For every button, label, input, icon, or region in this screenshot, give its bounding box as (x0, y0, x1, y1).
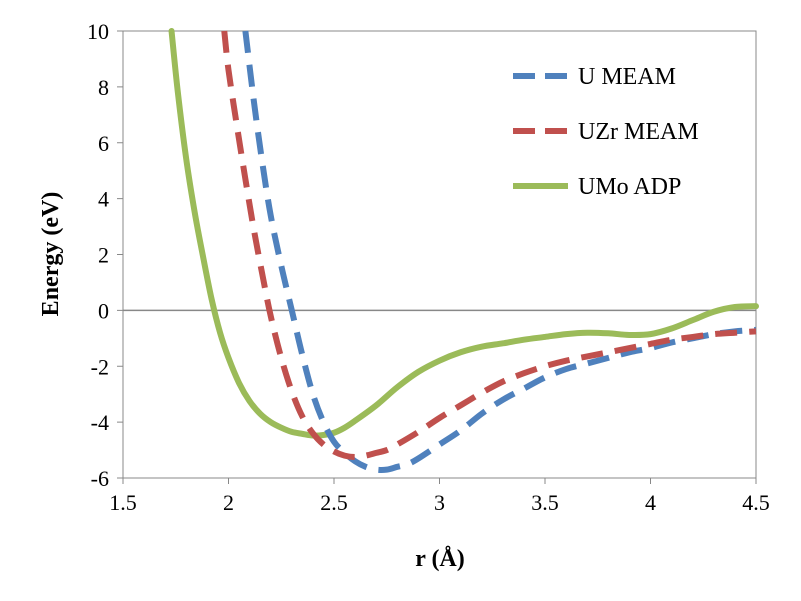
y-tick-label: 6 (98, 131, 109, 156)
series-line-umo-adp (168, 28, 759, 439)
y-tick-label: 2 (98, 243, 109, 268)
y-tick-label: 8 (98, 75, 109, 100)
x-axis-title: r (Å) (415, 546, 465, 572)
y-tick-label: 10 (87, 19, 109, 44)
y-tick-label: 0 (98, 298, 109, 323)
y-tick-label: 4 (98, 187, 109, 212)
y-tick-label: -4 (91, 410, 109, 435)
series-line-u-meam (242, 30, 757, 473)
series-line-uzr-meam (221, 30, 757, 461)
x-tick-label: 1.5 (109, 490, 137, 515)
x-tick-label: 2 (223, 490, 234, 515)
y-axis-title: Energy (eV) (38, 192, 64, 317)
legend-label: UMo ADP (578, 174, 681, 200)
x-axis: 1.5 2 2.5 3 3.5 4 4.5 (109, 478, 770, 515)
legend: U MEAM UZr MEAM UMo ADP (513, 64, 699, 200)
y-axis: -6 -4 -2 0 2 4 6 8 10 (87, 19, 123, 491)
legend-label: U MEAM (578, 64, 676, 90)
x-tick-label: 3.5 (531, 490, 559, 515)
x-tick-label: 3 (434, 490, 445, 515)
series-layer (168, 28, 759, 473)
x-tick-label: 4.5 (742, 490, 770, 515)
plot-area (122, 30, 757, 479)
legend-label: UZr MEAM (578, 119, 699, 145)
x-tick-label: 4 (645, 490, 656, 515)
y-tick-label: -2 (91, 354, 109, 379)
x-tick-label: 2.5 (320, 490, 348, 515)
y-tick-label: -6 (91, 466, 109, 491)
